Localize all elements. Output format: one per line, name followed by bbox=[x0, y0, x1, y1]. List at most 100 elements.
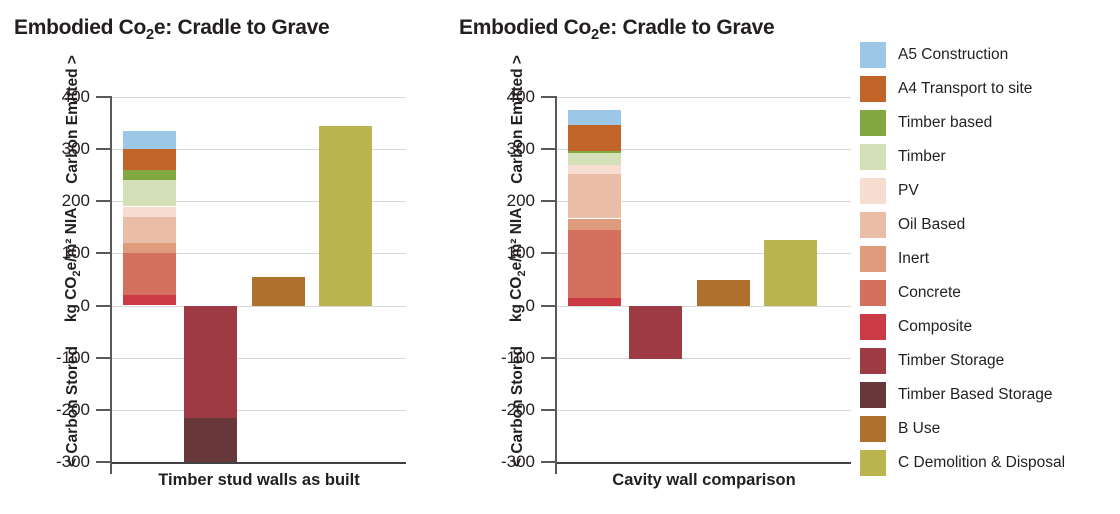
legend-item-b-use: B Use bbox=[860, 416, 1065, 442]
legend-label: Timber based bbox=[898, 114, 993, 131]
gridline-300 bbox=[557, 149, 851, 150]
y-tick-mark-200 bbox=[96, 200, 112, 203]
gridline-100 bbox=[112, 253, 406, 254]
y-axis-ticks: 400 300 200 100 0 -100 -200 -300 bbox=[445, 88, 557, 471]
bar-segment-a4-transport-to-site bbox=[123, 149, 176, 170]
legend-item-pv: PV bbox=[860, 178, 1065, 204]
plot-area bbox=[557, 97, 851, 464]
chart-timber-stud-walls: Embodied Co2e: Cradle to Grave < Carbon … bbox=[0, 0, 430, 514]
legend-label: Timber Storage bbox=[898, 352, 1005, 369]
gridline--100 bbox=[557, 358, 851, 359]
legend: A5 Construction A4 Transport to site Timbe… bbox=[860, 42, 1065, 484]
bar-segment-pv bbox=[568, 164, 621, 175]
y-tick-label--100: -100 bbox=[500, 347, 535, 367]
bar-segment-inert bbox=[123, 243, 176, 254]
legend-item-concrete: Concrete bbox=[860, 280, 1065, 306]
y-tick-label--300: -300 bbox=[500, 452, 535, 471]
y-tick-mark--200 bbox=[96, 408, 112, 411]
bar-segment-timber-storage bbox=[629, 305, 682, 360]
legend-swatch-inert bbox=[860, 246, 886, 272]
y-tick-mark-0 bbox=[541, 304, 557, 307]
bar-segment-a4-transport-to-site bbox=[568, 125, 621, 152]
y-tick-mark-400 bbox=[96, 96, 112, 98]
legend-swatch-oil-based bbox=[860, 212, 886, 238]
legend-label: Timber Based Storage bbox=[898, 386, 1053, 403]
legend-label: Inert bbox=[898, 250, 930, 267]
y-tick-label-400: 400 bbox=[506, 87, 535, 106]
legend-swatch-timber bbox=[860, 144, 886, 170]
bar-segment-b-use bbox=[697, 279, 750, 306]
y-tick-label-0: 0 bbox=[80, 295, 90, 315]
legend-label: Timber bbox=[898, 148, 946, 165]
y-tick-label-300: 300 bbox=[61, 139, 90, 159]
bar-segment-timber bbox=[568, 153, 621, 165]
legend-label: Composite bbox=[898, 318, 973, 335]
legend-item-timber-based: Timber based bbox=[860, 110, 1065, 136]
legend-item-c-demolition-disposal: C Demolition & Disposal bbox=[860, 450, 1065, 476]
bar-segment-oil-based bbox=[568, 174, 621, 219]
bar-segment-inert bbox=[568, 218, 621, 230]
legend-swatch-pv bbox=[860, 178, 886, 204]
chart-title-text: e: Cradle to Grave bbox=[153, 16, 330, 39]
chart-title: Embodied Co2e: Cradle to Grave bbox=[459, 16, 775, 43]
bar-segment-composite bbox=[568, 297, 621, 306]
bar-segment-timber bbox=[123, 180, 176, 207]
legend-item-timber: Timber bbox=[860, 144, 1065, 170]
y-tick-label-200: 200 bbox=[61, 191, 90, 211]
y-axis-line bbox=[110, 97, 112, 474]
legend-swatch-composite bbox=[860, 314, 886, 340]
legend-label: PV bbox=[898, 182, 919, 199]
y-tick-label-300: 300 bbox=[506, 139, 535, 159]
bar-segment-pv bbox=[123, 206, 176, 217]
y-tick-mark-200 bbox=[541, 200, 557, 203]
legend-label: B Use bbox=[898, 420, 941, 437]
y-tick-mark-300 bbox=[96, 148, 112, 151]
bar-segment-timber-based bbox=[568, 151, 621, 154]
legend-item-timber-based-storage: Timber Based Storage bbox=[860, 382, 1065, 408]
y-axis-ticks: 400 300 200 100 0 -100 -200 -300 bbox=[0, 88, 112, 471]
y-tick-mark--300 bbox=[541, 461, 557, 463]
bar-segment-timber-based-storage bbox=[184, 417, 237, 462]
legend-label: A5 Construction bbox=[898, 46, 1009, 63]
legend-item-timber-storage: Timber Storage bbox=[860, 348, 1065, 374]
chart-title-text: Embodied Co bbox=[14, 16, 147, 39]
legend-swatch-a5-construction bbox=[860, 42, 886, 68]
y-axis-line bbox=[555, 97, 557, 474]
bar-segment-c-demolition-disposal bbox=[764, 240, 817, 306]
bar-segment-composite bbox=[123, 295, 176, 306]
legend-item-a5-construction: A5 Construction bbox=[860, 42, 1065, 68]
y-tick-mark-400 bbox=[541, 96, 557, 98]
bar-segment-timber-based bbox=[123, 170, 176, 181]
x-axis-label: Cavity wall comparison bbox=[612, 471, 796, 489]
legend-item-a4-transport-to-site: A4 Transport to site bbox=[860, 76, 1065, 102]
bar-segment-timber-storage bbox=[184, 305, 237, 418]
legend-item-inert: Inert bbox=[860, 246, 1065, 272]
y-tick-mark-0 bbox=[96, 304, 112, 307]
y-tick-mark--100 bbox=[541, 356, 557, 359]
gridline-400 bbox=[557, 97, 851, 98]
legend-item-composite: Composite bbox=[860, 314, 1065, 340]
chart-title-text: Embodied Co bbox=[459, 16, 592, 39]
gridline-400 bbox=[112, 97, 406, 98]
y-tick-mark--300 bbox=[96, 461, 112, 463]
y-tick-mark-100 bbox=[541, 252, 557, 255]
y-tick-mark-300 bbox=[541, 148, 557, 151]
bar-segment-b-use bbox=[252, 276, 305, 306]
y-tick-label-100: 100 bbox=[506, 243, 535, 263]
y-tick-label--300: -300 bbox=[55, 452, 90, 471]
gridline-0 bbox=[557, 306, 851, 307]
y-tick-label-100: 100 bbox=[61, 243, 90, 263]
bar-segment-a5-construction bbox=[568, 109, 621, 126]
bar-segment-concrete bbox=[123, 253, 176, 296]
legend-swatch-timber-storage bbox=[860, 348, 886, 374]
gridline--200 bbox=[112, 410, 406, 411]
y-tick-label--100: -100 bbox=[55, 347, 90, 367]
bar-segment-oil-based bbox=[123, 216, 176, 243]
y-tick-label--200: -200 bbox=[55, 399, 90, 419]
y-tick-mark--100 bbox=[96, 356, 112, 359]
x-axis-label: Timber stud walls as built bbox=[158, 471, 360, 489]
legend-swatch-c-demolition-disposal bbox=[860, 450, 886, 476]
gridline-100 bbox=[557, 253, 851, 254]
y-tick-label-0: 0 bbox=[525, 295, 535, 315]
legend-swatch-b-use bbox=[860, 416, 886, 442]
